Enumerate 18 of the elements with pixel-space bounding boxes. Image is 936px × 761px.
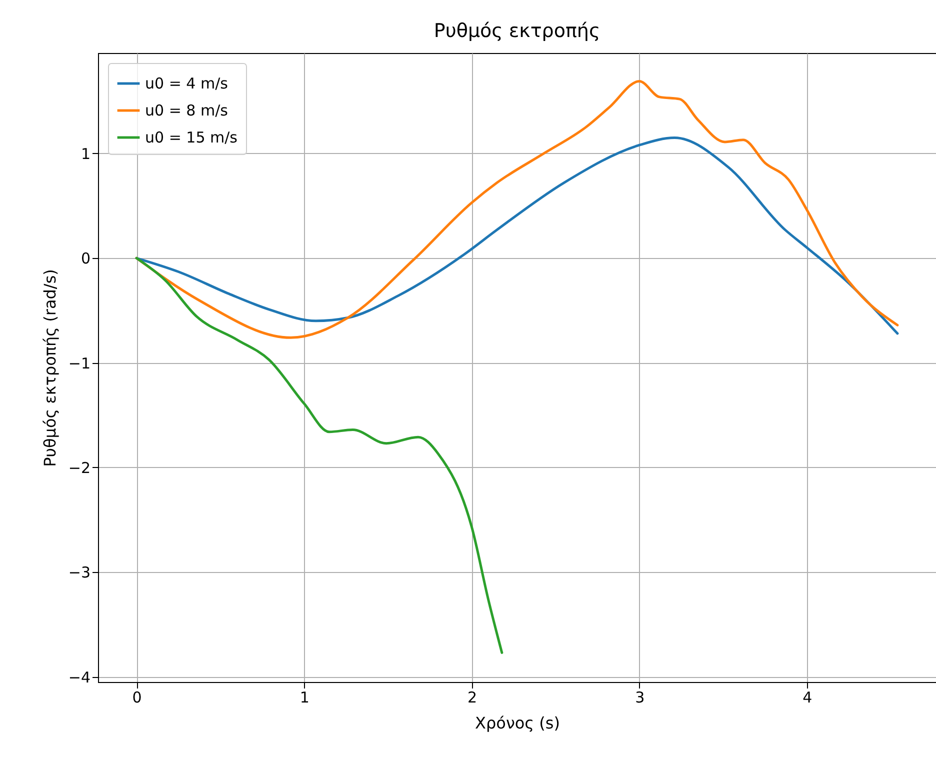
line-series [135, 256, 504, 654]
legend-label: u0 = 4 m/s [145, 74, 228, 92]
y-axis-title: Ρυθμός εκτροπής (rad/s) [40, 269, 60, 467]
x-axis-title: Χρόνος (s) [475, 714, 560, 732]
y-tick-label: −1 [68, 354, 90, 372]
legend-label: u0 = 15 m/s [145, 128, 238, 146]
x-tick-label: 2 [467, 688, 478, 706]
y-tick-label: −4 [68, 668, 90, 686]
x-tick-label: 0 [132, 688, 142, 706]
chart-title: Ρυθμός εκτροπής [434, 20, 600, 42]
y-tick-label: −2 [68, 458, 90, 477]
x-tick-label: 3 [635, 688, 645, 706]
y-tick-label: 0 [80, 250, 90, 268]
x-tick-label: 4 [802, 688, 812, 706]
x-tick-label: 1 [300, 688, 310, 706]
legend-label: u0 = 8 m/s [145, 102, 228, 120]
y-tick-label: −3 [68, 564, 90, 582]
y-tick-label: 1 [80, 144, 90, 163]
